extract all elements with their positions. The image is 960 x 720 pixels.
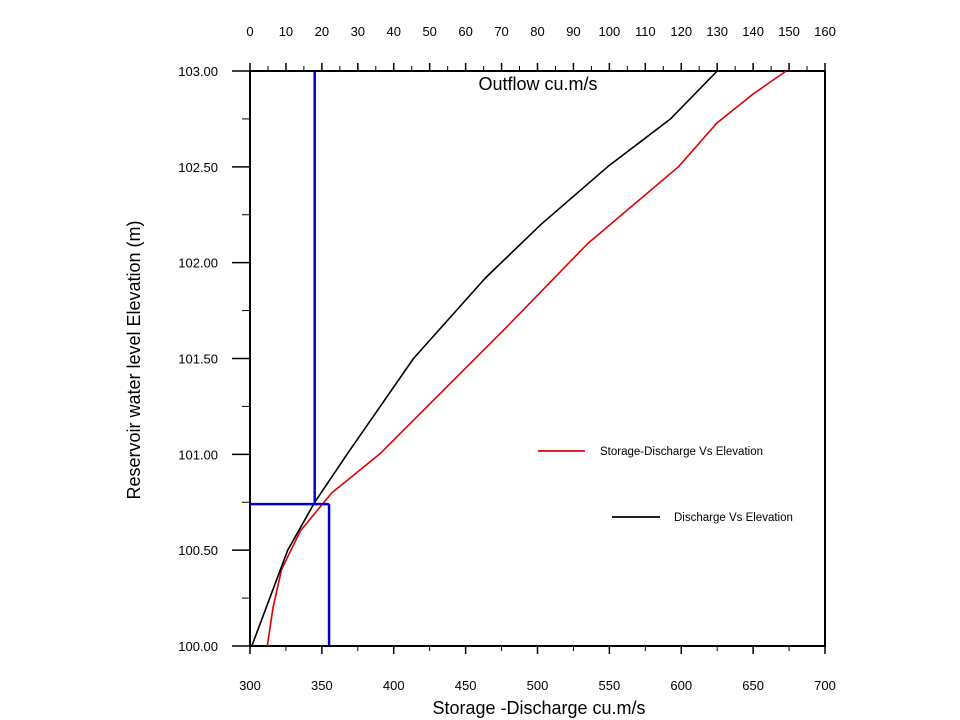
top-tick-label: 110 (635, 24, 656, 39)
discharge-vs-elevation-line (251, 70, 718, 647)
y-axis-title: Reservoir water level Elevation (m) (124, 220, 144, 499)
y-tick-label: 102.00 (178, 256, 218, 271)
x-tick-label: 550 (599, 678, 621, 693)
top-axis-title: Outflow cu.m/s (478, 74, 597, 94)
top-tick-label: 80 (530, 24, 544, 39)
y-tick-label: 103.00 (178, 64, 218, 79)
x-tick-label: 350 (311, 678, 333, 693)
x-tick-label: 500 (527, 678, 549, 693)
top-tick-label: 70 (494, 24, 508, 39)
top-tick-label: 140 (742, 24, 764, 39)
y-tick-label: 101.50 (178, 352, 218, 367)
x-tick-label: 650 (742, 678, 764, 693)
top-tick-label: 150 (778, 24, 800, 39)
y-tick-label: 100.50 (178, 543, 218, 558)
top-tick-label: 30 (351, 24, 365, 39)
top-tick-label: 50 (422, 24, 436, 39)
x-tick-label: 450 (455, 678, 477, 693)
y-tick-label: 100.00 (178, 639, 218, 654)
top-tick-label: 10 (279, 24, 293, 39)
top-tick-label: 100 (599, 24, 621, 39)
legend-label: Storage-Discharge Vs Elevation (600, 446, 763, 458)
x-tick-label: 400 (383, 678, 405, 693)
plot-frame (249, 70, 826, 647)
x-tick-label: 700 (814, 678, 836, 693)
top-tick-label: 130 (706, 24, 728, 39)
top-tick-label: 0 (246, 24, 253, 39)
x-axis-title: Storage -Discharge cu.m/s (432, 698, 645, 718)
storage-discharge-vs-elevation-line (266, 70, 787, 647)
top-tick-label: 20 (315, 24, 329, 39)
top-tick-label: 40 (387, 24, 401, 39)
top-tick-label: 60 (458, 24, 472, 39)
top-tick-label: 160 (814, 24, 836, 39)
top-tick-label: 90 (566, 24, 580, 39)
top-tick-label: 120 (670, 24, 692, 39)
legend-label: Discharge Vs Elevation (674, 512, 793, 524)
x-tick-label: 300 (239, 678, 261, 693)
y-tick-label: 102.50 (178, 160, 218, 175)
x-tick-label: 600 (670, 678, 692, 693)
y-tick-label: 101.00 (178, 447, 218, 462)
